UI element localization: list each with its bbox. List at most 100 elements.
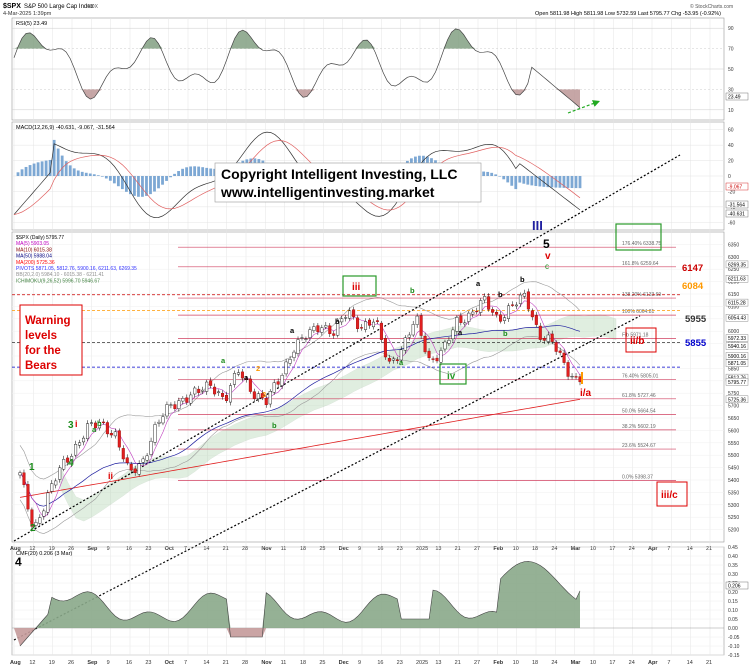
candle <box>93 422 97 429</box>
price-tag-text: 6211.63 <box>728 277 746 283</box>
macd-hist-bar <box>44 160 48 176</box>
candle <box>566 362 570 377</box>
x-tick-label: 23 <box>145 660 151 666</box>
macd-hist-bar <box>494 174 498 176</box>
warning-box <box>19 304 83 376</box>
candle <box>316 325 320 332</box>
price-tag-box <box>725 395 749 404</box>
x-tick-label: 24 <box>551 546 557 552</box>
candle <box>169 404 173 406</box>
candle <box>86 423 90 439</box>
x-tick-label: 21 <box>223 546 229 552</box>
candle <box>205 381 209 392</box>
rsi-value-tag <box>725 92 749 101</box>
bollinger-upper <box>19 281 581 480</box>
price-tick-label: 5600 <box>728 428 739 434</box>
candle <box>368 319 372 326</box>
x-tick-label: 2025 <box>416 546 428 552</box>
macd-hist-bar <box>510 176 514 186</box>
x-tick-label: 25 <box>319 660 325 666</box>
candle <box>225 395 229 401</box>
warning-text-2: levels <box>25 330 57 342</box>
minor-wave-label: 3 <box>262 390 266 399</box>
minor-wave-label: b <box>335 317 340 326</box>
macd-hist-bar <box>482 171 486 176</box>
price-tag-box <box>725 298 749 307</box>
x-tick-label: 21 <box>455 546 461 552</box>
x-tick-label: 23 <box>397 660 403 666</box>
macd-line-tag: -40.631 <box>728 212 745 218</box>
cmf-tick-label: 0.00 <box>728 626 738 632</box>
macd-hist-bar <box>169 176 172 178</box>
rsi-tick-label: 10 <box>728 108 734 114</box>
cmf-tick-label: 0.05 <box>728 617 738 623</box>
cmf-tick-label: -0.15 <box>728 653 740 659</box>
candle <box>554 342 558 352</box>
macd-hist-bar <box>52 139 56 176</box>
x-tick-label: 26 <box>68 546 74 552</box>
candle <box>375 320 379 322</box>
minor-wave-label: a <box>290 326 295 335</box>
candle <box>129 464 133 471</box>
x-tick-label: 10 <box>590 660 596 666</box>
rsi-tick-label: 50 <box>728 67 734 73</box>
exchange: INDX <box>86 4 99 10</box>
candle <box>371 321 375 328</box>
wave-iib-box <box>625 327 657 353</box>
macd-hist-bar <box>185 167 189 176</box>
candle <box>38 517 42 524</box>
level-5855: 5855 <box>685 338 707 349</box>
x-tick-label: Oct <box>165 660 174 666</box>
x-tick-label: 12 <box>29 660 35 666</box>
x-tick-label: 23 <box>145 546 151 552</box>
x-tick-label: 13 <box>435 546 441 552</box>
x-tick-label: 13 <box>435 660 441 666</box>
candle <box>340 318 344 323</box>
candle <box>54 480 58 486</box>
candle <box>324 325 328 328</box>
cmf-line <box>19 561 581 647</box>
macd-hist-bar <box>542 176 546 187</box>
candle <box>133 468 137 473</box>
minor-wave-label: b <box>410 286 415 295</box>
macd-tick-label: -60 <box>728 220 735 226</box>
rsi-bullish-arrow <box>567 100 601 114</box>
wave-i-small: i <box>75 419 78 429</box>
cmf-value-tag <box>725 581 749 590</box>
candle <box>26 484 30 510</box>
candle <box>236 372 240 375</box>
macd-hist-bar <box>506 176 510 183</box>
price-tick-label: 5700 <box>728 404 739 410</box>
x-tick-label: 14 <box>687 660 693 666</box>
ma5-line <box>19 300 581 518</box>
x-tick-label: 7 <box>184 546 187 552</box>
macd-hist-bar <box>193 166 197 176</box>
macd-hist-bar <box>60 155 64 176</box>
fib-label: 100% 6064.81 <box>622 309 654 315</box>
macd-hist-bar <box>554 176 558 188</box>
x-axis: Aug 12 19 26 Sep 9 16 23 Oct 7 14 21 28 Nov 11 18 25 Dec 9… <box>10 546 712 552</box>
wave-2: 2 <box>30 523 36 534</box>
macd-hist-bar <box>490 172 494 176</box>
fib-label: 76.40% 5805.01 <box>622 374 659 380</box>
x-tick-label: 16 <box>126 546 132 552</box>
candle <box>137 463 141 475</box>
candle <box>209 380 213 386</box>
price-tag-box <box>725 334 749 342</box>
candle <box>157 421 161 424</box>
legend-entry: BB(20,2.0) 5984.10 - 6015.38 - 6211.41 <box>16 272 104 278</box>
price-tick-label: 5350 <box>728 490 739 496</box>
candle <box>232 373 236 385</box>
cmf-value-text: 0.206 <box>728 584 741 590</box>
minor-wave-label: a <box>399 358 404 367</box>
candle <box>507 305 511 319</box>
fib-label: 138.20% 6133.69 <box>622 292 661 298</box>
candle <box>483 296 487 301</box>
x-tick-label: 23 <box>397 546 403 552</box>
price-tag-text: 6115.28 <box>728 301 746 307</box>
x-tick-label: 21 <box>455 660 461 666</box>
macd-value-tags: -9.067 -31.564 -40.631 <box>725 182 749 218</box>
price-tick-label: 5450 <box>728 466 739 472</box>
macd-hist-bar <box>88 173 92 176</box>
price-tag-text: 5795.77 <box>728 380 746 386</box>
